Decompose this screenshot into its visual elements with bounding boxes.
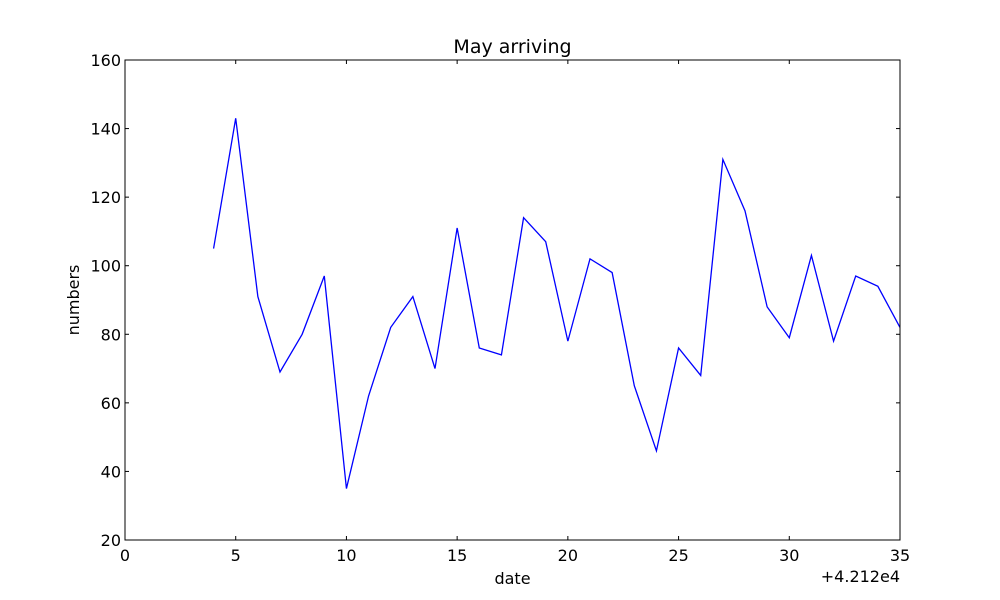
y-tick-label: 160: [90, 51, 121, 70]
plot-area: [125, 60, 900, 540]
plot-frame: [124, 59, 901, 541]
y-tick-label: 20: [101, 531, 121, 550]
x-axis-label: date: [494, 569, 530, 588]
y-tick-label: 120: [90, 188, 121, 207]
x-axis-offset-label: +4.212e4: [821, 567, 900, 586]
chart-title: May arriving: [453, 36, 571, 58]
x-tick-label: 5: [231, 546, 241, 565]
y-tick-label: 60: [101, 394, 121, 413]
x-tick-label: 0: [120, 546, 130, 565]
series-line: [212, 118, 901, 489]
x-tick-label: 35: [890, 546, 910, 565]
x-tick-label: 30: [779, 546, 799, 565]
x-tick-label: 20: [558, 546, 578, 565]
y-tick-label: 80: [101, 325, 121, 344]
y-axis-label: numbers: [64, 265, 83, 336]
x-tick-label: 10: [336, 546, 356, 565]
y-tick-label: 100: [90, 257, 121, 276]
x-tick-label: 25: [668, 546, 688, 565]
x-tick-label: 15: [447, 546, 467, 565]
y-tick-label: 140: [90, 120, 121, 139]
tick-labels: 0 5 10 15 20 25 30 35 20 40 60 80 100 120 140 160: [90, 51, 910, 565]
y-tick-label: 40: [101, 462, 121, 481]
